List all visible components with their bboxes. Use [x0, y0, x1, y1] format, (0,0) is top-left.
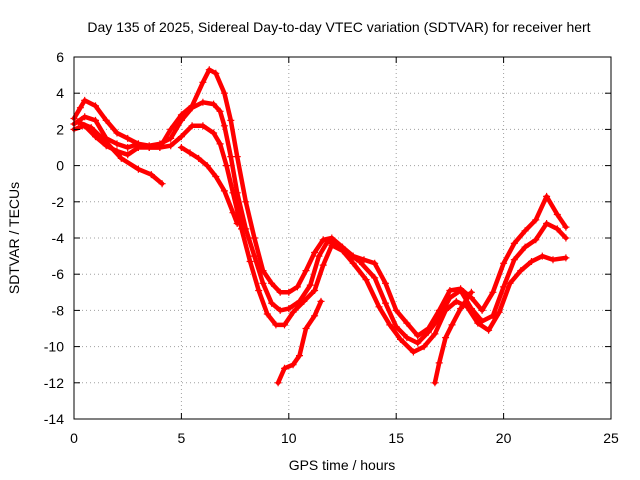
- axis-ticks: -14 -12 -10 -8 -6 -4 -2 0 2 4 6 0 5 10 15 20 25: [44, 49, 619, 446]
- series-markers: [177, 144, 241, 227]
- y-tick-label: -10: [44, 339, 64, 355]
- y-tick-label: -4: [52, 230, 65, 246]
- series-track-c: [70, 122, 570, 356]
- data-series: [70, 66, 570, 387]
- x-tick-label: 5: [178, 430, 186, 446]
- series-markers: [431, 288, 475, 387]
- series-track-f: [274, 297, 325, 387]
- x-tick-label: 0: [70, 430, 78, 446]
- y-tick-label: 0: [56, 158, 64, 174]
- y-tick-label: 4: [56, 85, 64, 101]
- x-tick-label: 10: [281, 430, 297, 446]
- x-tick-label: 15: [388, 430, 404, 446]
- series-markers: [74, 118, 166, 188]
- x-tick-label: 25: [603, 430, 619, 446]
- y-tick-label: 6: [56, 49, 64, 65]
- series-markers: [70, 66, 570, 340]
- y-tick-label: 2: [56, 121, 64, 137]
- series-track-b: [70, 98, 570, 347]
- chart-title: Day 135 of 2025, Sidereal Day-to-day VTE…: [87, 19, 590, 35]
- x-tick-label: 20: [496, 430, 512, 446]
- grid: [74, 57, 611, 419]
- y-tick-label: -2: [52, 194, 65, 210]
- series-track-g: [431, 288, 475, 387]
- series-track-d: [74, 118, 166, 188]
- y-axis-label: SDTVAR / TECUs: [6, 182, 22, 294]
- x-axis-label: GPS time / hours: [289, 457, 396, 473]
- y-tick-label: -12: [44, 375, 64, 391]
- series-track-a: [70, 66, 570, 340]
- series-line: [432, 290, 474, 386]
- series-line: [179, 145, 240, 226]
- series-track-e: [177, 144, 241, 227]
- y-tick-label: -14: [44, 411, 64, 427]
- y-tick-label: -8: [52, 302, 65, 318]
- y-tick-label: -6: [52, 266, 65, 282]
- series-line: [71, 100, 569, 346]
- series-line: [71, 67, 569, 338]
- series-markers: [274, 297, 325, 387]
